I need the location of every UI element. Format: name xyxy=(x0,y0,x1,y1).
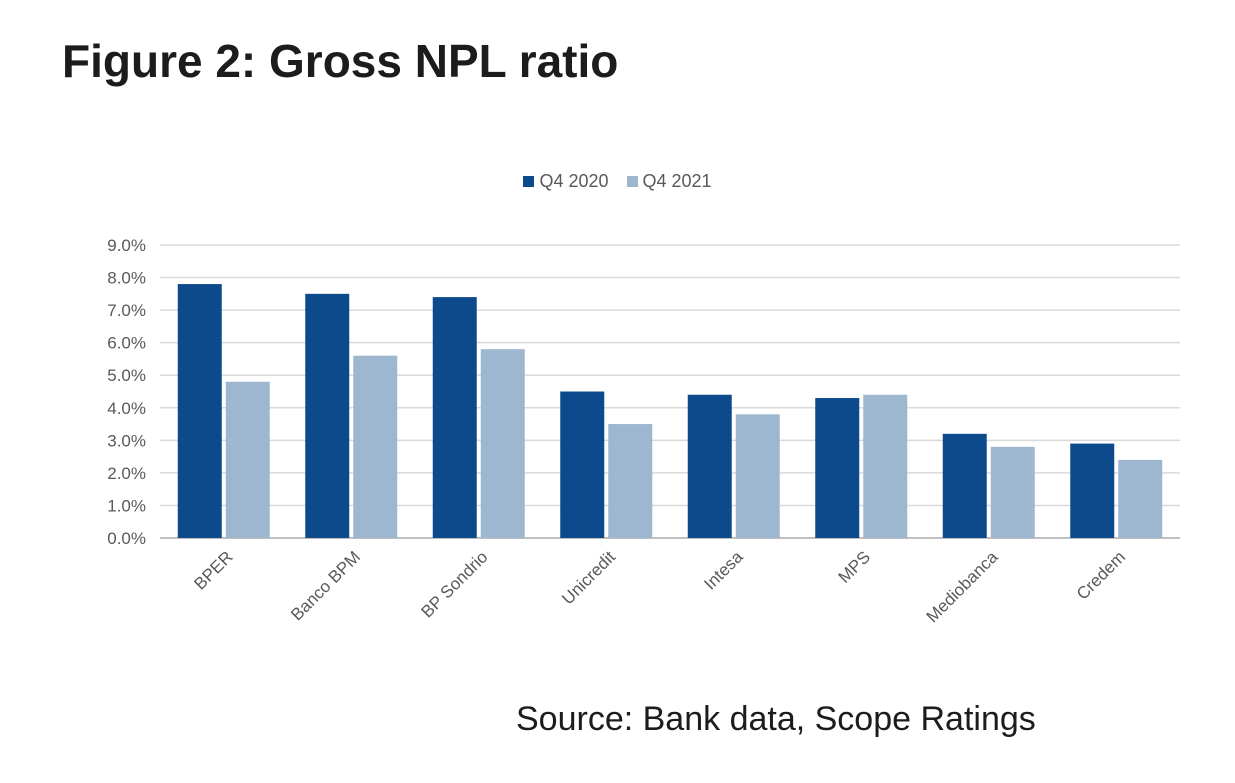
bar-q4-2021 xyxy=(480,349,525,538)
legend-swatch-q4-2021 xyxy=(626,176,638,187)
bar-q4-2021 xyxy=(225,381,270,538)
x-tick-label: Unicredit xyxy=(558,547,619,608)
source-note: Source: Bank data, Scope Ratings xyxy=(516,700,1036,738)
bar-q4-2021 xyxy=(990,446,1035,538)
y-tick-label: 2.0% xyxy=(107,464,146,483)
bar-q4-2020 xyxy=(815,398,860,538)
y-tick-label: 9.0% xyxy=(107,236,146,255)
bar-q4-2020 xyxy=(432,297,477,538)
x-tick-label: Mediobanca xyxy=(923,547,1002,626)
x-tick-label: MPS xyxy=(835,547,874,586)
page-title: Figure 2: Gross NPL ratio xyxy=(62,35,619,87)
bar-q4-2021 xyxy=(735,414,780,538)
legend-item-q4-2021: Q4 2021 xyxy=(626,171,712,192)
x-tick-label: BPER xyxy=(190,547,236,593)
y-tick-label: 4.0% xyxy=(107,399,146,418)
x-tick-label: BP Sondrio xyxy=(418,547,492,621)
legend-item-q4-2020: Q4 2020 xyxy=(523,171,609,192)
bar-q4-2020 xyxy=(177,284,222,538)
legend-swatch-q4-2020 xyxy=(523,176,535,187)
y-tick-label: 7.0% xyxy=(107,301,146,320)
chart-legend: Q4 2020 Q4 2021 xyxy=(0,171,1235,192)
bar-q4-2020 xyxy=(560,391,605,538)
y-tick-label: 3.0% xyxy=(107,431,146,450)
legend-label-q4-2020: Q4 2020 xyxy=(539,171,609,191)
x-tick-label: Credem xyxy=(1073,547,1129,603)
bar-q4-2020 xyxy=(687,394,732,538)
y-tick-label: 8.0% xyxy=(107,269,146,288)
y-tick-label: 6.0% xyxy=(107,334,146,353)
bar-q4-2021 xyxy=(353,355,398,538)
bar-q4-2020 xyxy=(1070,443,1115,538)
legend-label-q4-2021: Q4 2021 xyxy=(642,171,712,191)
x-tick-label: Banco BPM xyxy=(287,547,364,624)
bar-q4-2021 xyxy=(608,424,653,538)
bar-q4-2020 xyxy=(305,293,350,538)
bar-q4-2021 xyxy=(863,394,908,538)
y-tick-label: 5.0% xyxy=(107,366,146,385)
y-tick-label: 1.0% xyxy=(107,496,146,515)
bar-q4-2021 xyxy=(1118,459,1163,538)
x-tick-label: Intesa xyxy=(700,547,747,594)
bar-q4-2020 xyxy=(942,433,987,538)
y-tick-label: 0.0% xyxy=(107,529,146,548)
